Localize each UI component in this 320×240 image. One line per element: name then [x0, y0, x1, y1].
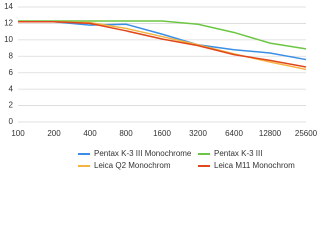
x-tick-label: 6400 — [225, 129, 243, 138]
x-tick-label: 25600 — [295, 129, 318, 138]
x-tick-label: 800 — [119, 129, 133, 138]
chart: 0 2 4 6 8 10 12 14 100 200 400 800 1600 3200 6400 12800… — [4, 2, 318, 170]
x-tick-label: 200 — [47, 129, 61, 138]
y-tick-label: 0 — [9, 117, 14, 126]
series-line — [18, 21, 307, 71]
series-line — [18, 21, 307, 68]
legend-label: Pentax K-3 III Monochrome — [94, 149, 192, 158]
y-tick-label: 10 — [4, 35, 13, 44]
y-tick-label: 4 — [9, 84, 14, 93]
x-tick-label: 100 — [11, 129, 25, 138]
legend-label: Pentax K-3 III — [214, 149, 262, 158]
legend-label: Leica Q2 Monochrom — [94, 161, 171, 170]
x-tick-label: 12800 — [259, 129, 282, 138]
y-tick-label: 12 — [4, 19, 13, 28]
page: {"chart_data": {"type": "line", "categor… — [4, 2, 318, 171]
x-tick-label: 3200 — [189, 129, 207, 138]
y-tick-label: 2 — [9, 101, 14, 110]
legend-label: Leica M11 Monochrom — [214, 161, 295, 170]
x-tick-label: 1600 — [153, 129, 171, 138]
y-tick-label: 14 — [4, 2, 13, 11]
x-tick-label: 400 — [83, 129, 97, 138]
y-tick-label: 8 — [9, 51, 14, 60]
y-tick-label: 6 — [9, 68, 14, 77]
series-line — [18, 20, 307, 50]
